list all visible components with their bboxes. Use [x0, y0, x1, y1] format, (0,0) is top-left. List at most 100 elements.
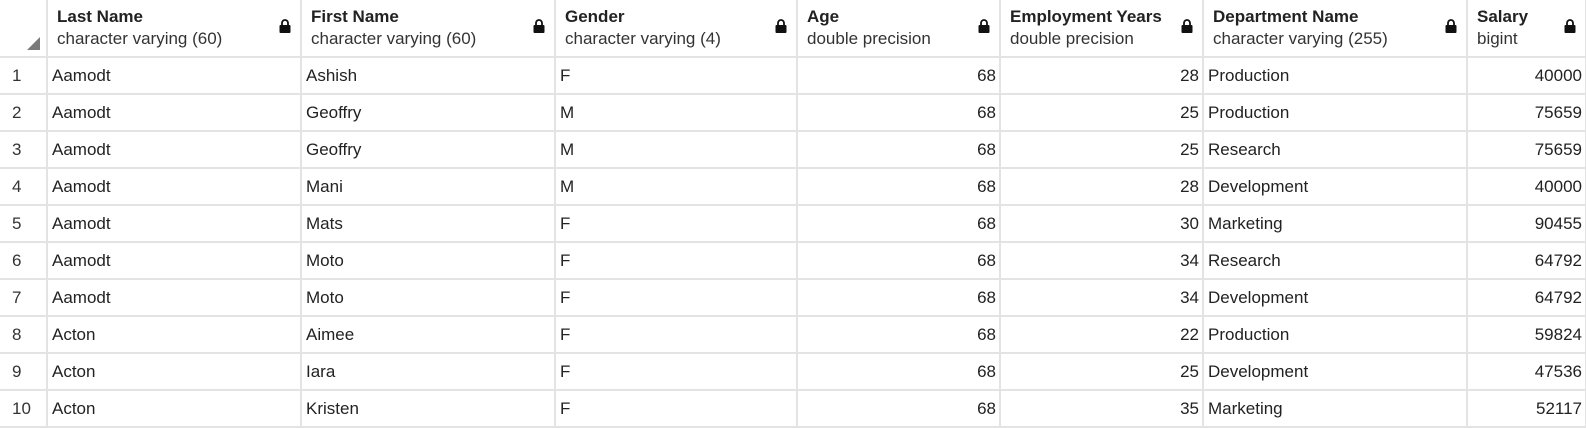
table-row[interactable]: 7 Aamodt Moto F 68 34 Development 64792	[0, 279, 1586, 317]
cell-department-name[interactable]: Marketing	[1203, 205, 1468, 243]
column-header-last-name[interactable]: Last Name character varying (60)	[47, 0, 302, 58]
cell-salary[interactable]: 64792	[1467, 279, 1586, 317]
lock-icon	[1564, 19, 1576, 33]
cell-first-name[interactable]: Kristen	[301, 390, 556, 428]
table-row[interactable]: 5 Aamodt Mats F 68 30 Marketing 90455	[0, 205, 1586, 243]
cell-first-name[interactable]: Mats	[301, 205, 556, 243]
select-all-corner[interactable]	[0, 0, 48, 58]
cell-gender[interactable]: F	[555, 242, 798, 280]
cell-department-name[interactable]: Marketing	[1203, 390, 1468, 428]
cell-age[interactable]: 68	[797, 316, 1001, 354]
cell-last-name[interactable]: Aamodt	[47, 94, 302, 132]
row-number[interactable]: 2	[0, 94, 48, 132]
cell-employment-years[interactable]: 25	[1000, 94, 1204, 132]
cell-last-name[interactable]: Aamodt	[47, 168, 302, 206]
cell-age[interactable]: 68	[797, 279, 1001, 317]
cell-age[interactable]: 68	[797, 131, 1001, 169]
column-header-salary[interactable]: Salary bigint	[1467, 0, 1586, 58]
cell-department-name[interactable]: Production	[1203, 57, 1468, 95]
cell-employment-years[interactable]: 35	[1000, 390, 1204, 428]
cell-last-name[interactable]: Aamodt	[47, 57, 302, 95]
cell-gender[interactable]: F	[555, 316, 798, 354]
row-number[interactable]: 5	[0, 205, 48, 243]
table-row[interactable]: 9 Acton Iara F 68 25 Development 47536	[0, 353, 1586, 391]
cell-department-name[interactable]: Development	[1203, 353, 1468, 391]
cell-age[interactable]: 68	[797, 353, 1001, 391]
table-row[interactable]: 4 Aamodt Mani M 68 28 Development 40000	[0, 168, 1586, 206]
cell-salary[interactable]: 40000	[1467, 57, 1586, 95]
cell-first-name[interactable]: Geoffry	[301, 94, 556, 132]
cell-employment-years[interactable]: 28	[1000, 57, 1204, 95]
cell-department-name[interactable]: Research	[1203, 242, 1468, 280]
cell-last-name[interactable]: Aamodt	[47, 131, 302, 169]
cell-department-name[interactable]: Production	[1203, 316, 1468, 354]
cell-age[interactable]: 68	[797, 57, 1001, 95]
cell-first-name[interactable]: Mani	[301, 168, 556, 206]
cell-salary[interactable]: 90455	[1467, 205, 1586, 243]
cell-employment-years[interactable]: 25	[1000, 131, 1204, 169]
table-row[interactable]: 3 Aamodt Geoffry M 68 25 Research 75659	[0, 131, 1586, 169]
row-number[interactable]: 10	[0, 390, 48, 428]
cell-gender[interactable]: M	[555, 168, 798, 206]
cell-first-name[interactable]: Iara	[301, 353, 556, 391]
column-header-employment-years[interactable]: Employment Years double precision	[1000, 0, 1204, 58]
cell-salary[interactable]: 75659	[1467, 131, 1586, 169]
column-header-first-name[interactable]: First Name character varying (60)	[301, 0, 556, 58]
cell-department-name[interactable]: Development	[1203, 279, 1468, 317]
table-row[interactable]: 10 Acton Kristen F 68 35 Marketing 52117	[0, 390, 1586, 428]
row-number[interactable]: 8	[0, 316, 48, 354]
row-number[interactable]: 4	[0, 168, 48, 206]
cell-employment-years[interactable]: 30	[1000, 205, 1204, 243]
column-header-age[interactable]: Age double precision	[797, 0, 1001, 58]
cell-employment-years[interactable]: 22	[1000, 316, 1204, 354]
row-number[interactable]: 7	[0, 279, 48, 317]
cell-first-name[interactable]: Moto	[301, 242, 556, 280]
cell-salary[interactable]: 64792	[1467, 242, 1586, 280]
cell-last-name[interactable]: Aamodt	[47, 242, 302, 280]
cell-gender[interactable]: F	[555, 390, 798, 428]
cell-age[interactable]: 68	[797, 94, 1001, 132]
cell-age[interactable]: 68	[797, 168, 1001, 206]
table-row[interactable]: 8 Acton Aimee F 68 22 Production 59824	[0, 316, 1586, 354]
cell-gender[interactable]: F	[555, 353, 798, 391]
cell-department-name[interactable]: Production	[1203, 94, 1468, 132]
column-type: double precision	[1010, 29, 1134, 48]
cell-first-name[interactable]: Geoffry	[301, 131, 556, 169]
cell-last-name[interactable]: Aamodt	[47, 279, 302, 317]
cell-last-name[interactable]: Acton	[47, 353, 302, 391]
row-number[interactable]: 6	[0, 242, 48, 280]
cell-last-name[interactable]: Aamodt	[47, 205, 302, 243]
row-number[interactable]: 3	[0, 131, 48, 169]
cell-department-name[interactable]: Development	[1203, 168, 1468, 206]
cell-employment-years[interactable]: 34	[1000, 279, 1204, 317]
table-row[interactable]: 2 Aamodt Geoffry M 68 25 Production 75659	[0, 94, 1586, 132]
cell-gender[interactable]: M	[555, 131, 798, 169]
cell-salary[interactable]: 75659	[1467, 94, 1586, 132]
table-row[interactable]: 1 Aamodt Ashish F 68 28 Production 40000	[0, 57, 1586, 95]
table-row[interactable]: 6 Aamodt Moto F 68 34 Research 64792	[0, 242, 1586, 280]
cell-gender[interactable]: F	[555, 205, 798, 243]
row-number[interactable]: 9	[0, 353, 48, 391]
cell-last-name[interactable]: Acton	[47, 316, 302, 354]
cell-employment-years[interactable]: 25	[1000, 353, 1204, 391]
row-number[interactable]: 1	[0, 57, 48, 95]
cell-age[interactable]: 68	[797, 242, 1001, 280]
cell-first-name[interactable]: Ashish	[301, 57, 556, 95]
cell-first-name[interactable]: Aimee	[301, 316, 556, 354]
column-header-department-name[interactable]: Department Name character varying (255)	[1203, 0, 1468, 58]
cell-age[interactable]: 68	[797, 205, 1001, 243]
cell-first-name[interactable]: Moto	[301, 279, 556, 317]
cell-employment-years[interactable]: 34	[1000, 242, 1204, 280]
cell-salary[interactable]: 47536	[1467, 353, 1586, 391]
cell-employment-years[interactable]: 28	[1000, 168, 1204, 206]
cell-gender[interactable]: F	[555, 279, 798, 317]
cell-department-name[interactable]: Research	[1203, 131, 1468, 169]
cell-gender[interactable]: F	[555, 57, 798, 95]
cell-gender[interactable]: M	[555, 94, 798, 132]
cell-age[interactable]: 68	[797, 390, 1001, 428]
cell-salary[interactable]: 40000	[1467, 168, 1586, 206]
cell-salary[interactable]: 59824	[1467, 316, 1586, 354]
cell-last-name[interactable]: Acton	[47, 390, 302, 428]
column-header-gender[interactable]: Gender character varying (4)	[555, 0, 798, 58]
cell-salary[interactable]: 52117	[1467, 390, 1586, 428]
